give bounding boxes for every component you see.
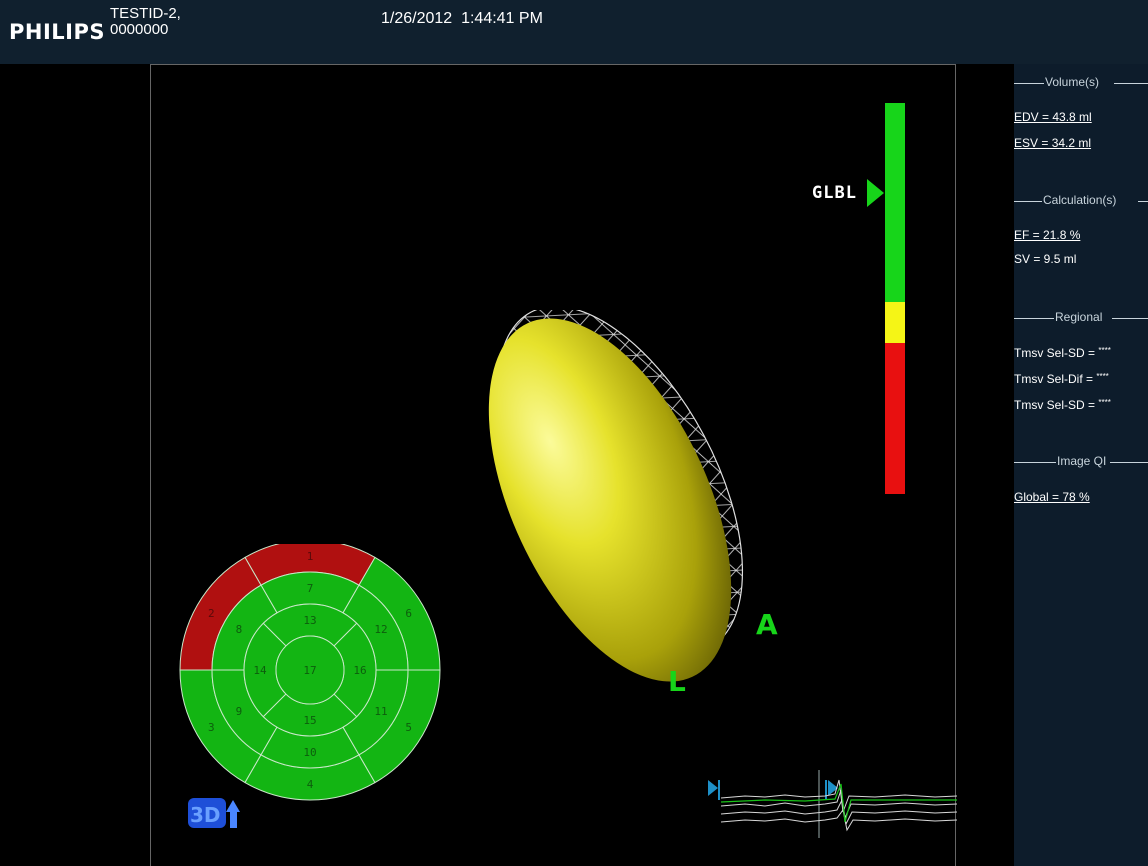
bullseye-label-11: 11 xyxy=(374,705,387,718)
bullseye-label-8: 8 xyxy=(236,623,243,636)
volume-heading: Volume(s) xyxy=(1014,75,1148,91)
bullseye-label-6: 6 xyxy=(405,607,412,620)
bullseye-label-15: 15 xyxy=(303,714,316,727)
image-qi-heading: Image QI xyxy=(1014,454,1148,470)
bullseye-label-1: 1 xyxy=(307,550,314,563)
bullseye-segment-17[interactable] xyxy=(275,635,345,705)
regional-row-2: Tmsv Sel-Dif = **** xyxy=(1014,372,1109,386)
bullseye-label-3: 3 xyxy=(208,721,215,734)
bullseye-label-4: 4 xyxy=(307,778,314,791)
regional-row-1: Tmsv Sel-SD = **** xyxy=(1014,346,1111,360)
bullseye-label-5: 5 xyxy=(405,721,412,734)
gauge-yellow-zone xyxy=(885,302,905,343)
gauge-label: GLBL xyxy=(812,183,857,203)
bullseye-label-14: 14 xyxy=(253,664,267,677)
bullseye-label-13: 13 xyxy=(303,614,316,627)
philips-logo: PHILIPS xyxy=(9,20,105,44)
ecg-left-marker-icon xyxy=(708,780,718,796)
measurements-panel: Volume(s) EDV = 43.8 ml ESV = 34.2 ml Ca… xyxy=(1014,64,1148,866)
lv-surface xyxy=(488,318,732,682)
lv-3d-model[interactable] xyxy=(470,310,790,700)
esv-value[interactable]: ESV = 34.2 ml xyxy=(1014,136,1092,150)
header-bar: PHILIPS TESTID-2, 0000000 1/26/2012 1:44… xyxy=(0,0,1148,64)
regional-heading: Regional xyxy=(1014,310,1148,326)
3d-viewport[interactable] xyxy=(150,64,956,866)
ef-value[interactable]: EF = 21.8 % xyxy=(1014,228,1081,242)
global-score-gauge xyxy=(885,103,905,494)
gauge-green-zone xyxy=(885,103,905,302)
sv-value: SV = 9.5 ml xyxy=(1014,252,1077,266)
edv-value[interactable]: EDV = 43.8 ml xyxy=(1014,110,1092,124)
regional-row-3: Tmsv Sel-SD = **** xyxy=(1014,398,1111,412)
bullseye-label-16: 16 xyxy=(353,664,366,677)
bullseye-label-9: 9 xyxy=(236,705,243,718)
orientation-label-l: L xyxy=(668,665,686,698)
exam-datetime: 1/26/2012 1:44:41 PM xyxy=(381,10,543,27)
patient-id-line1: TESTID-2, xyxy=(110,5,181,22)
global-qi-value[interactable]: Global = 78 % xyxy=(1014,490,1090,504)
gauge-red-zone xyxy=(885,343,905,494)
patient-id-line2: 0000000 xyxy=(110,21,169,38)
orientation-label-a: A xyxy=(756,608,778,641)
gauge-pointer-icon[interactable] xyxy=(867,179,884,207)
bullseye-label-7: 7 xyxy=(307,582,314,595)
ecg-strip[interactable] xyxy=(705,766,960,840)
bullseye-label-2: 2 xyxy=(208,607,215,620)
patient-id: TESTID-2, 0000000 xyxy=(110,6,181,38)
bullseye-label-10: 10 xyxy=(303,746,316,759)
svg-text:3D: 3D xyxy=(190,803,221,827)
bullseye-label-17: 17 xyxy=(303,664,316,677)
bullseye-label-12: 12 xyxy=(374,623,387,636)
ecg-right-marker-icon xyxy=(828,780,838,796)
calculation-heading: Calculation(s) xyxy=(1014,193,1148,209)
3d-view-icon[interactable]: 3D xyxy=(184,792,244,836)
